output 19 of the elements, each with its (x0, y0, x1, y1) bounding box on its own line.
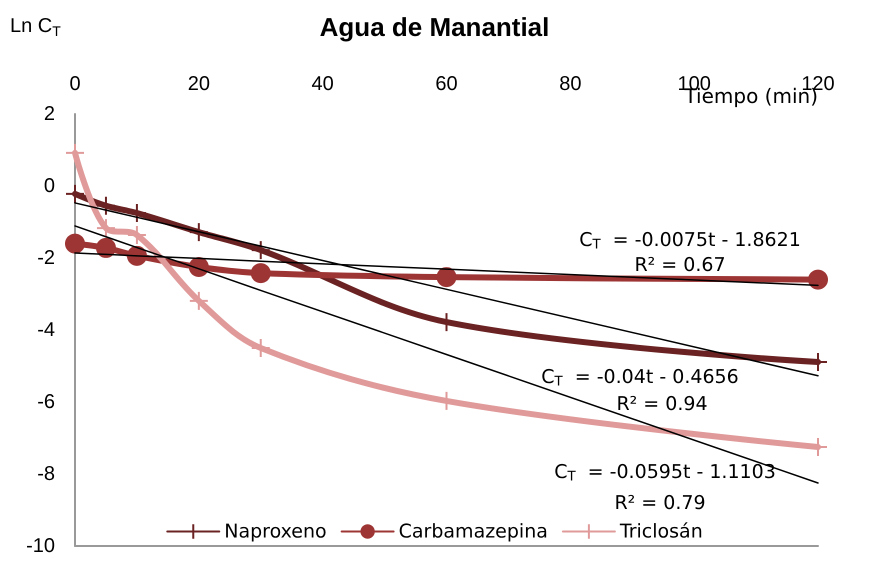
y-tick-label: 2 (44, 103, 55, 125)
y-tick-label: -2 (37, 247, 55, 269)
y-tick-label: -4 (37, 319, 55, 341)
chart-title: Agua de Manantial (320, 12, 550, 42)
y-tick-label: -10 (26, 535, 55, 557)
x-tick-label: 60 (435, 73, 458, 95)
y-tick-label: -8 (37, 463, 55, 485)
legend-label: Naproxeno (224, 520, 327, 542)
y-tick-label: -6 (37, 391, 55, 413)
legend-label: Carbamazepina (398, 520, 548, 542)
x-tick-label: 80 (559, 73, 582, 95)
x-tick-label: 40 (312, 73, 334, 95)
y-tick-label: 0 (44, 175, 55, 197)
annotation: R² = 0.94 (616, 393, 708, 415)
annotation: R² = 0.79 (614, 492, 706, 514)
x-tick-label: 20 (188, 73, 210, 95)
x-tick-label: 0 (69, 73, 81, 95)
annotation: R² = 0.67 (634, 254, 726, 276)
legend-label: Triclosán (618, 520, 703, 542)
